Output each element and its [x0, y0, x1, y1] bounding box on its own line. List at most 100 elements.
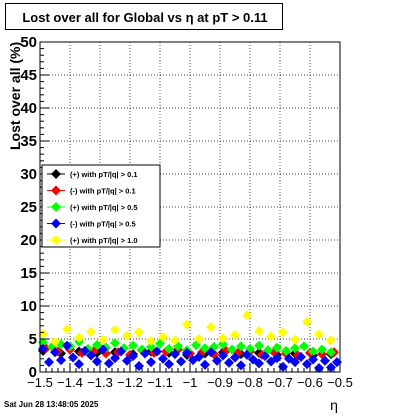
y-tick-label: 10 [20, 298, 37, 315]
x-tick-label: −0.9 [207, 375, 233, 390]
data-point [104, 358, 114, 369]
legend: (+) with pT/|q| > 0.1 (-) with pT/|q| > 0… [41, 164, 161, 248]
y-axis-label: Lost over all (%) [7, 42, 23, 150]
data-point [242, 349, 252, 360]
data-point [308, 354, 318, 365]
chart-title: Lost over all for Global vs η at pT > 0.… [22, 10, 268, 25]
data-point [50, 336, 60, 347]
legend-label: (-) with pT/|q| > 0.5 [70, 220, 136, 229]
data-point [320, 355, 330, 366]
data-point [146, 357, 156, 368]
x-tick-label: −0.8 [237, 375, 263, 390]
data-point [254, 340, 264, 351]
data-point [62, 340, 72, 351]
x-tick-label: −1 [183, 375, 198, 390]
data-point [206, 347, 216, 358]
data-point [164, 359, 174, 370]
x-tick-label: −1.3 [87, 375, 113, 390]
data-point [98, 344, 108, 355]
legend-marker [51, 185, 61, 196]
data-point [281, 345, 291, 356]
data-point [227, 344, 237, 355]
x-tick-label: −0.6 [297, 375, 323, 390]
y-tick-label: 45 [20, 67, 37, 84]
data-point [230, 352, 240, 363]
data-point [110, 353, 120, 364]
data-point [200, 359, 210, 370]
data-point [194, 334, 204, 344]
data-point [290, 334, 300, 345]
data-point [128, 351, 138, 362]
data-point [56, 355, 66, 366]
timestamp-label: Sat Jun 28 13:48:05 2025 [4, 400, 99, 409]
data-point [254, 358, 264, 369]
data-point [224, 357, 234, 368]
data-point [272, 342, 282, 353]
legend-marker [51, 202, 61, 212]
y-tick-label: 35 [20, 133, 37, 150]
data-point [128, 340, 138, 351]
data-point [206, 322, 216, 333]
y-tick-label: 15 [20, 265, 37, 282]
data-point [326, 347, 336, 358]
data-point [110, 337, 120, 348]
data-point [68, 352, 78, 363]
data-point [218, 350, 228, 361]
data-point [74, 359, 84, 370]
legend-label: (+) with pT/|q| > 1.0 [70, 236, 138, 245]
tick-layer [39, 41, 341, 373]
data-point [260, 351, 270, 362]
label-layer: −1.5 −1.4 −1.3 −1.2 −1.1 −1 −0.9 −0.8 −0.7 −0.6 −0… [7, 34, 353, 413]
data-point [272, 353, 282, 364]
data-point [134, 327, 144, 338]
legend-label: (+) with pT/|q| > 0.5 [70, 203, 138, 212]
data-point [152, 346, 162, 357]
data-point [158, 332, 168, 343]
data-point [158, 353, 168, 364]
x-tick-label: −1.1 [147, 375, 173, 390]
y-tick-label: 40 [20, 100, 37, 117]
data-point [182, 319, 192, 330]
legend-marker [51, 235, 61, 245]
data-point [44, 357, 54, 368]
y-tick-label: 0 [29, 364, 37, 381]
data-point [299, 341, 309, 352]
data-point [170, 335, 180, 346]
data-point [182, 347, 192, 358]
data-point [218, 333, 228, 344]
data-point [110, 324, 120, 335]
data-series [38, 310, 336, 347]
y-tick-label: 5 [29, 331, 37, 348]
data-point [266, 331, 276, 342]
data-point [296, 351, 306, 362]
data-point [218, 339, 228, 350]
data-point [236, 360, 246, 371]
legend-label: (+) with pT/|q| > 0.1 [70, 170, 138, 179]
x-tick-label: −1.2 [117, 375, 143, 390]
data-point [290, 357, 300, 368]
data-point [62, 324, 72, 335]
data-point [146, 335, 156, 346]
data-point [92, 339, 102, 350]
data-point [86, 350, 96, 361]
data-point [290, 343, 300, 354]
title-box: Lost over all for Global vs η at pT > 0.… [5, 3, 283, 30]
x-axis-label: η [330, 397, 338, 413]
data-point [74, 332, 84, 343]
data-point [317, 344, 327, 355]
data-point [194, 351, 204, 362]
data-point [308, 346, 318, 357]
data-point [80, 345, 90, 356]
data-point [326, 335, 336, 346]
legend-label: (-) with pT/|q| > 0.1 [70, 187, 136, 196]
data-point [116, 346, 126, 357]
data-point [302, 316, 312, 327]
x-tick-label: −0.7 [267, 375, 293, 390]
data-point [122, 330, 132, 341]
data-point [242, 310, 252, 321]
data-point [230, 330, 240, 341]
data-point [170, 349, 180, 360]
y-tick-label: 50 [20, 34, 37, 51]
y-tick-label: 20 [20, 232, 37, 249]
